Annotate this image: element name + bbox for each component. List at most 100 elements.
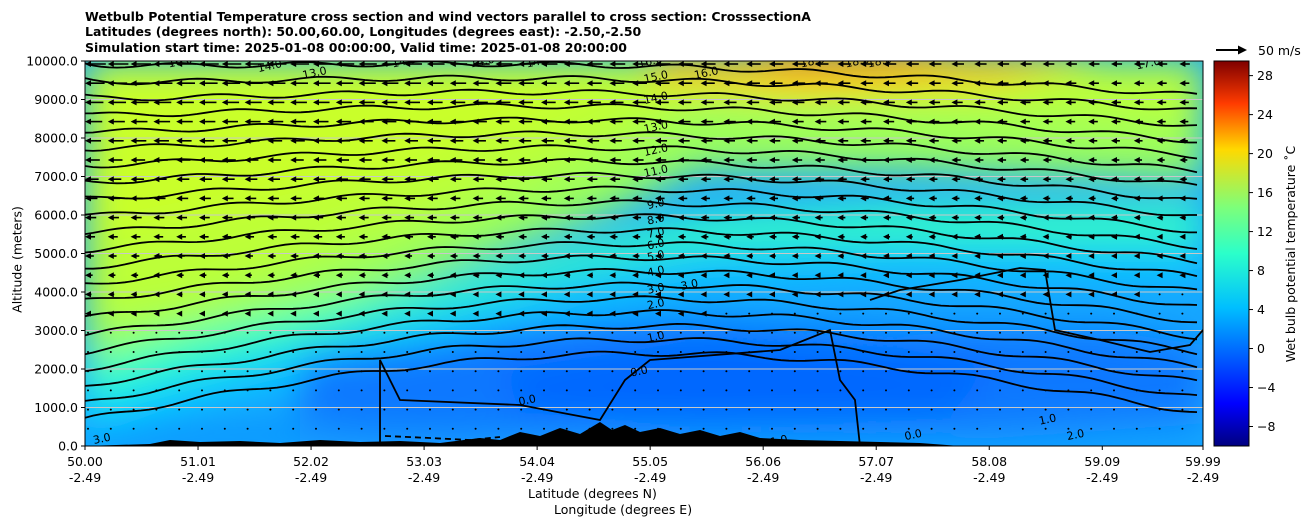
wind-vector-head xyxy=(951,253,958,259)
wind-vector-head xyxy=(1111,99,1117,106)
wind-vector-head xyxy=(905,195,912,202)
wind-vector-head xyxy=(427,195,433,202)
wind-vector-head xyxy=(814,214,821,221)
wind-vector-head xyxy=(586,253,593,259)
wind-vector-head xyxy=(130,137,137,144)
wind-vector xyxy=(1158,389,1161,392)
wind-vector xyxy=(178,408,181,411)
wind-vector xyxy=(360,351,363,353)
wind-vector-head xyxy=(563,310,570,317)
chart-title-line-2: Latitudes (degrees north): 50.00,60.00, … xyxy=(85,24,642,39)
wind-vector xyxy=(1158,370,1161,373)
wind-vector xyxy=(451,370,454,373)
wind-vector-head xyxy=(655,253,661,259)
wind-vector xyxy=(520,370,523,373)
wind-vector-head xyxy=(427,253,433,259)
wind-vector-head xyxy=(951,118,958,125)
wind-vector xyxy=(520,427,523,430)
wind-vector-head xyxy=(221,253,228,259)
wind-vector xyxy=(1045,447,1047,449)
wind-vector-head xyxy=(381,310,388,317)
wind-vector xyxy=(497,447,499,449)
wind-vector-head xyxy=(290,61,297,67)
wind-vector-head xyxy=(153,80,160,87)
wind-vector-head xyxy=(860,61,867,67)
wind-vector xyxy=(793,427,796,430)
wind-vector-head xyxy=(176,118,183,125)
wind-vector xyxy=(953,427,956,430)
wind-vector xyxy=(429,427,431,430)
wind-vector-head xyxy=(495,195,502,202)
wind-vector-head xyxy=(723,99,730,106)
wind-vector-head xyxy=(655,310,661,317)
wind-vector-head xyxy=(244,176,251,183)
wind-vector-head xyxy=(632,253,639,259)
wind-vector-head xyxy=(1065,176,1072,183)
wind-vector-head xyxy=(404,310,411,317)
wind-vector-head xyxy=(677,253,684,259)
wind-vector-head xyxy=(883,253,889,259)
wind-vector-head xyxy=(883,157,889,163)
wind-vector-head xyxy=(586,61,593,67)
wind-vector-head xyxy=(153,118,160,125)
wind-vector-head xyxy=(290,253,297,259)
wind-vector-head xyxy=(404,253,411,259)
wind-vector-head xyxy=(313,99,319,106)
wind-vector xyxy=(748,389,751,392)
wind-vector xyxy=(885,351,887,353)
wind-vector xyxy=(588,331,591,334)
wind-vector xyxy=(87,427,89,430)
wind-vector-head xyxy=(1042,176,1049,183)
wind-vector-head xyxy=(769,137,775,144)
x-tick-label-lon: -2.49 xyxy=(747,470,779,485)
wind-vector-head xyxy=(130,99,137,106)
wind-vector-head xyxy=(1133,61,1140,67)
wind-vector xyxy=(999,331,1001,334)
wind-vector xyxy=(1044,370,1047,373)
wind-vector-head xyxy=(1133,214,1140,221)
wind-vector-head xyxy=(791,80,798,87)
wind-vector-head xyxy=(381,137,388,144)
wind-vector-head xyxy=(769,80,775,87)
wind-vector-head xyxy=(1065,80,1072,87)
wind-vector-head xyxy=(791,118,798,125)
contour-label: 16.0 xyxy=(167,53,194,71)
wind-vector xyxy=(383,447,385,449)
wind-vector xyxy=(383,370,386,373)
wind-vector-head xyxy=(837,233,844,240)
wind-vector-head xyxy=(244,137,251,144)
wind-vector-head xyxy=(267,310,274,317)
wind-vector-head xyxy=(905,291,912,298)
wind-vector xyxy=(816,408,819,411)
wind-vector xyxy=(474,370,477,373)
wind-vector xyxy=(679,408,682,411)
wind-vector xyxy=(930,389,933,392)
wind-vector xyxy=(679,351,682,353)
wind-vector xyxy=(862,447,864,449)
wind-vector xyxy=(816,389,819,392)
wind-vector-head xyxy=(1133,176,1140,183)
wind-vector-head xyxy=(905,272,912,279)
wind-vector xyxy=(1044,312,1047,315)
wind-vector xyxy=(315,389,317,392)
wind-vector-head xyxy=(221,157,228,163)
wind-vector-head xyxy=(381,291,388,298)
wind-vector-head xyxy=(1133,99,1140,106)
wind-vector-head xyxy=(427,157,433,163)
x-tick-label-lat: 59.99 xyxy=(1185,454,1221,469)
wind-vector-head xyxy=(85,137,91,144)
wind-vector-head xyxy=(495,157,502,163)
wind-vector-head xyxy=(1065,157,1072,163)
wind-vector xyxy=(1090,389,1093,392)
wind-vector-head xyxy=(791,233,798,240)
wind-vector-head xyxy=(1133,291,1140,298)
colorbar-tick-label: 24 xyxy=(1257,107,1273,122)
wind-vector xyxy=(1136,447,1138,449)
wind-vector-head xyxy=(563,99,570,106)
wind-vector-head xyxy=(860,233,867,240)
wind-vector xyxy=(907,312,910,315)
wind-vector-head xyxy=(1019,272,1026,279)
wind-vector xyxy=(132,408,135,411)
wind-vector xyxy=(1090,331,1093,334)
